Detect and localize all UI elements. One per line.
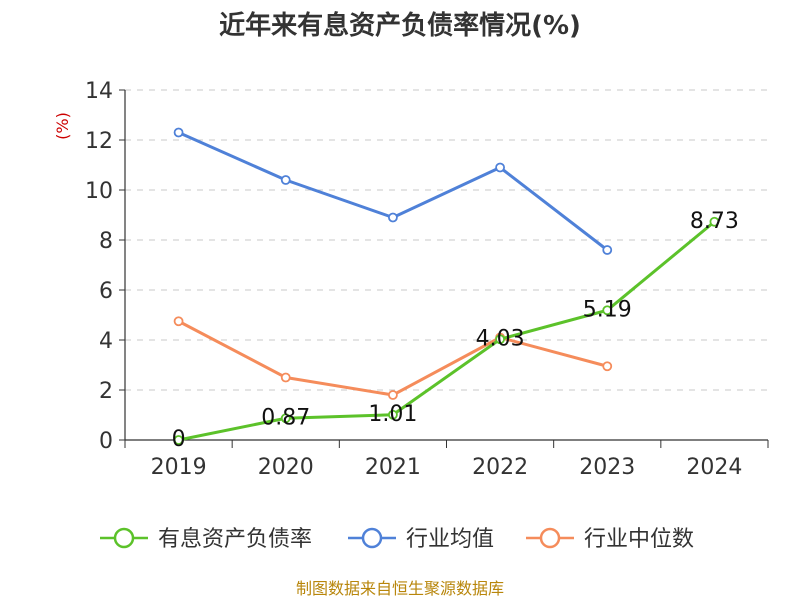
legend-label: 行业均值 xyxy=(406,527,494,552)
y-tick-label: 2 xyxy=(99,379,113,404)
data-label: 1.01 xyxy=(368,402,417,427)
x-tick-label: 2019 xyxy=(151,455,207,480)
series-line xyxy=(177,319,608,397)
x-tick-label: 2023 xyxy=(579,455,635,480)
data-point xyxy=(173,316,184,327)
series-line xyxy=(177,131,609,252)
legend-swatch-marker xyxy=(539,527,561,549)
data-point xyxy=(602,305,613,316)
data-point xyxy=(495,334,505,345)
data-point xyxy=(388,390,398,400)
legend-swatch-marker xyxy=(361,527,383,549)
data-label: 0 xyxy=(172,427,186,452)
source-note: 制图数据来自恒生聚源数据库 xyxy=(296,579,504,598)
data-labels: 0 0.87 1.01 4.03 5.19 8.73 xyxy=(172,209,739,452)
data-point xyxy=(173,435,184,445)
data-point xyxy=(602,245,613,255)
axes xyxy=(124,90,768,441)
y-tick-label: 8 xyxy=(99,229,113,254)
y-tick-label: 12 xyxy=(85,129,113,154)
y-tick-label: 6 xyxy=(99,279,113,304)
series-lines xyxy=(173,127,720,445)
data-point xyxy=(388,212,398,223)
data-point xyxy=(388,409,398,420)
x-tick-label: 2020 xyxy=(258,455,314,480)
data-label: 8.73 xyxy=(690,209,739,234)
y-axis-ticks: 0 2 4 6 8 10 12 14 xyxy=(85,79,125,454)
data-point xyxy=(495,162,505,173)
y-tick-label: 0 xyxy=(99,429,113,454)
data-label: 5.19 xyxy=(583,297,632,322)
legend-swatch-marker xyxy=(113,527,135,549)
data-point xyxy=(280,175,291,185)
data-label: 4.03 xyxy=(476,326,525,351)
y-tick-label: 4 xyxy=(99,329,113,354)
data-label: 0.87 xyxy=(261,405,310,430)
data-point xyxy=(709,216,720,227)
data-point xyxy=(280,413,291,424)
x-tick-label: 2021 xyxy=(365,455,421,480)
y-axis-unit-label: (%) xyxy=(53,112,72,140)
data-point xyxy=(280,372,291,383)
legend: 有息资产负债率 行业均值 行业中位数 xyxy=(100,527,694,552)
y-tick-label: 14 xyxy=(85,79,113,104)
series-line xyxy=(178,220,716,442)
chart-title: 近年来有息资产负债率情况(%) xyxy=(219,10,581,41)
legend-label: 行业中位数 xyxy=(584,527,694,552)
legend-label: 有息资产负债率 xyxy=(158,527,312,552)
x-tick-label: 2024 xyxy=(686,455,742,480)
y-tick-label: 10 xyxy=(85,179,113,204)
data-point xyxy=(602,361,613,372)
x-axis-ticks: 2019 2020 2021 2022 2023 2024 xyxy=(124,440,769,480)
data-point xyxy=(173,127,184,138)
x-tick-label: 2022 xyxy=(472,455,528,480)
